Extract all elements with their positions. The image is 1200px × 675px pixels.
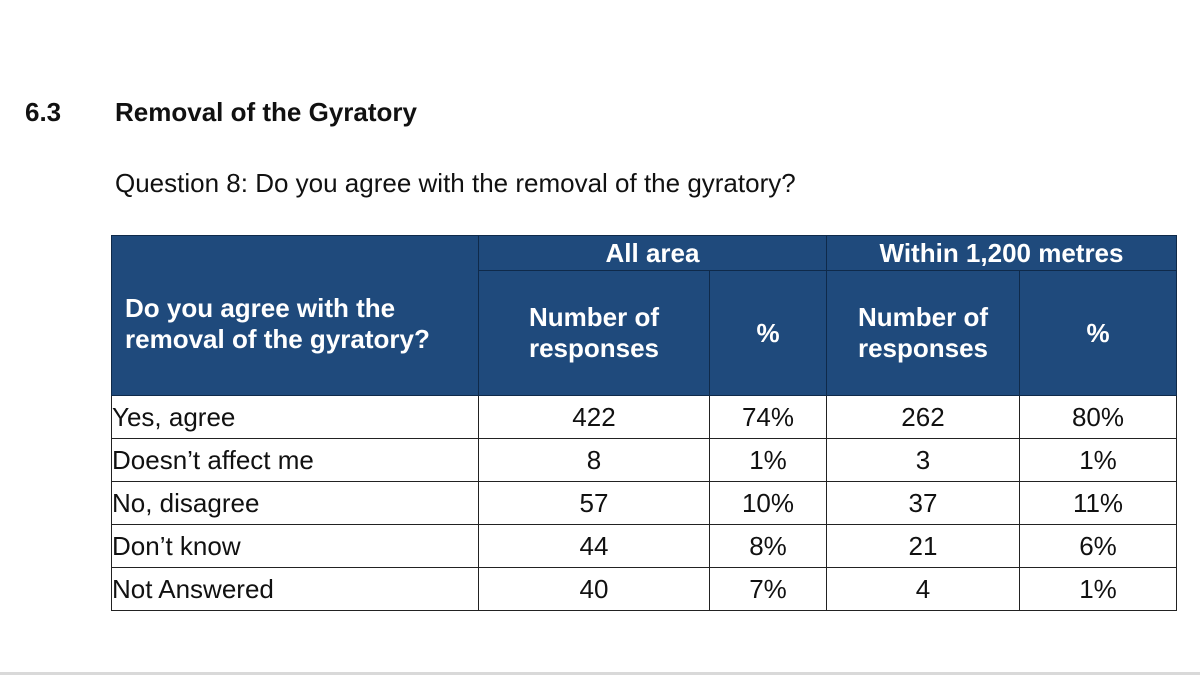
cell-value: 40 [478,567,710,611]
question-text: Question 8: Do you agree with the remova… [115,168,796,198]
cell-value: 74% [709,395,827,439]
cell-value: 44 [478,524,710,568]
row-label: Not Answered [111,567,479,611]
cell-value: 3 [826,438,1020,482]
table-row: Yes, agree 422 74% 262 80% [111,395,1177,439]
column-header-percent: % [1019,270,1177,396]
group-header-all-area: All area [478,235,827,271]
cell-value: 8% [709,524,827,568]
row-label: Yes, agree [111,395,479,439]
cell-value: 8 [478,438,710,482]
cell-value: 4 [826,567,1020,611]
column-header-percent: % [709,270,827,396]
page-bottom-divider [0,672,1200,675]
group-header-within-1200m: Within 1,200 metres [826,235,1177,271]
cell-value: 422 [478,395,710,439]
table-column-header-row: Number of responses % Number of response… [112,270,1177,396]
cell-value: 7% [709,567,827,611]
column-header-responses: Number of responses [826,270,1020,396]
cell-value: 80% [1019,395,1177,439]
cell-value: 37 [826,481,1020,525]
column-header-responses: Number of responses [478,270,710,396]
cell-value: 1% [709,438,827,482]
table-row: Don’t know 44 8% 21 6% [111,524,1177,568]
table-row: No, disagree 57 10% 37 11% [111,481,1177,525]
row-header-cell: Do you agree with the removal of the gyr… [111,235,479,396]
table-row: Doesn’t affect me 8 1% 3 1% [111,438,1177,482]
section-title: Removal of the Gyratory [115,97,417,127]
results-table: Do you agree with the removal of the gyr… [111,235,1177,611]
section-number: 6.3 [25,97,62,127]
cell-value: 10% [709,481,827,525]
row-label: No, disagree [111,481,479,525]
cell-value: 6% [1019,524,1177,568]
cell-value: 57 [478,481,710,525]
cell-value: 262 [826,395,1020,439]
cell-value: 1% [1019,438,1177,482]
cell-value: 11% [1019,481,1177,525]
cell-value: 21 [826,524,1020,568]
row-label: Doesn’t affect me [111,438,479,482]
row-label: Don’t know [111,524,479,568]
table-group-header-row: Do you agree with the removal of the gyr… [111,235,1177,396]
table-row: Not Answered 40 7% 4 1% [111,567,1177,611]
cell-value: 1% [1019,567,1177,611]
